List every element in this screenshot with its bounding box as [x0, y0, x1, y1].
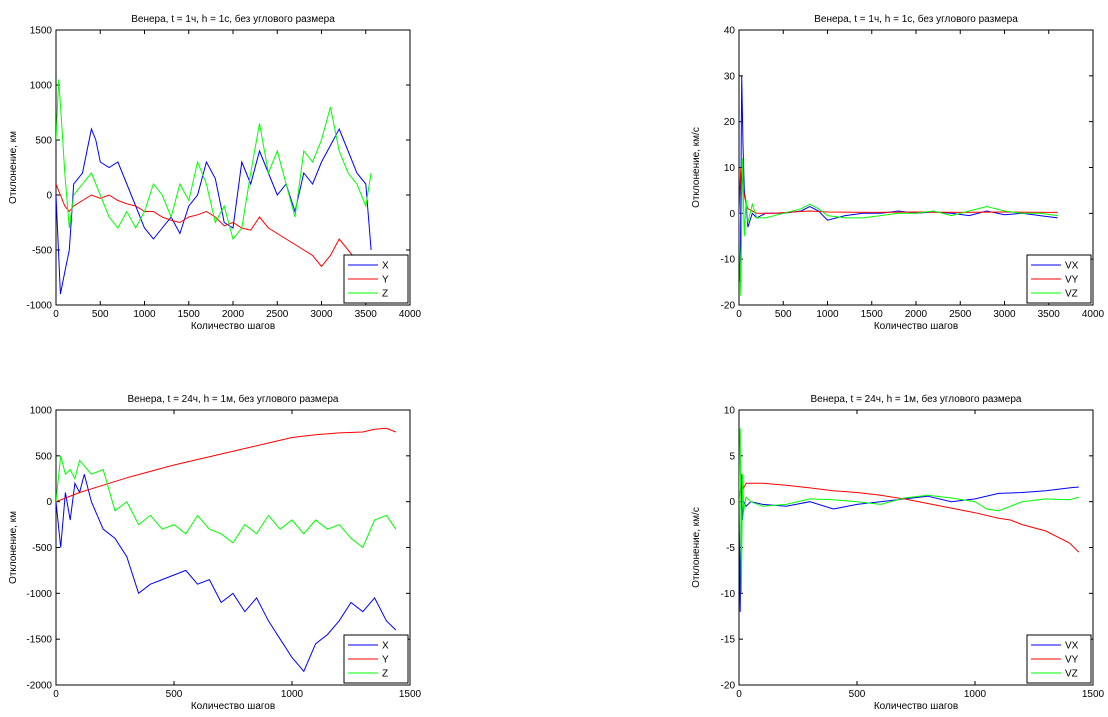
x-tick-label: 500: [849, 689, 866, 700]
y-tick-label: 0: [729, 209, 735, 220]
y-tick-label: -20: [721, 681, 736, 692]
y-tick-label: 40: [724, 26, 736, 37]
x-tick-label: 2500: [949, 309, 972, 320]
legend-label: VX: [1065, 641, 1079, 652]
chart-panel-4: 0 500 1000 1500 -20 -15 -10 -5 0 5 10 Венера, t = 2…: [691, 393, 1105, 712]
x-tick-label: 4000: [1082, 309, 1105, 320]
legend: XYZ: [343, 634, 409, 684]
x-tick-label: 3500: [355, 309, 378, 320]
y-tick-label: 1000: [30, 406, 53, 417]
y-tick-label: -10: [721, 589, 736, 600]
x-tick-label: 1000: [133, 309, 156, 320]
series-line-z: [56, 455, 397, 549]
x-tick-label: 0: [53, 309, 59, 320]
series-line-vx: [739, 474, 1079, 612]
x-axis-label: Количество шагов: [874, 321, 958, 332]
series-line-x: [56, 474, 397, 673]
y-tick-label: 10: [724, 163, 736, 174]
y-axis-label: Отклонение, км: [8, 131, 19, 204]
chart-title: Венера, t = 24ч, h = 1м, без углового ра…: [128, 393, 339, 405]
chart-panel-2: 0 500 1000 1500 2000 2500 3000 3500 4000 -20 -10 0 1…: [691, 13, 1105, 332]
y-tick-label: -500: [32, 246, 52, 257]
x-tick-label: 1000: [816, 309, 839, 320]
chart-title: Венера, t = 24ч, h = 1м, без углового ра…: [811, 393, 1022, 405]
x-tick-label: 2000: [905, 309, 928, 320]
x-tick-label: 1500: [1082, 689, 1105, 700]
series-line-x: [56, 127, 372, 295]
legend: XYZ: [343, 254, 409, 304]
y-tick-label: 30: [724, 71, 736, 82]
y-tick-label: 10: [724, 406, 736, 417]
x-tick-label: 2500: [266, 309, 289, 320]
y-tick-label: 0: [46, 497, 52, 508]
y-tick-label: 5: [729, 451, 735, 462]
x-tick-label: 4000: [399, 309, 422, 320]
legend-label: Y: [382, 275, 389, 286]
y-tick-label: -2000: [26, 681, 52, 692]
x-tick-label: 0: [53, 689, 59, 700]
y-tick-label: -500: [32, 543, 52, 554]
y-tick-label: -15: [721, 635, 736, 646]
legend: VX VY VZ: [1026, 634, 1092, 684]
y-tick-label: -20: [721, 301, 736, 312]
x-tick-label: 1000: [964, 689, 987, 700]
y-tick-label: 500: [35, 451, 52, 462]
series-line-z: [56, 79, 372, 241]
x-tick-label: 500: [92, 309, 109, 320]
y-tick-label: -1000: [26, 589, 52, 600]
series-line-y: [56, 427, 396, 503]
x-axis-label: Количество шагов: [874, 701, 958, 712]
x-tick-label: 1500: [861, 309, 884, 320]
y-tick-label: 0: [46, 191, 52, 202]
legend-label: Y: [382, 655, 389, 666]
legend: VX VY VZ: [1026, 254, 1092, 304]
y-axis-label: Отклонение, км/с: [691, 127, 702, 208]
x-tick-label: 3500: [1038, 309, 1061, 320]
series-line-vy: [739, 478, 1080, 553]
y-tick-label: 500: [35, 136, 52, 147]
legend-label: Z: [382, 669, 388, 680]
x-tick-label: 500: [775, 309, 792, 320]
x-axis-label: Количество шагов: [191, 321, 275, 332]
chart-panel-3: 0 500 1000 1500 -2000 -1500 -1000 -500 0 500 1000 В…: [8, 393, 422, 712]
series-line-vz: [739, 428, 1079, 594]
chart-title: Венера, t = 1ч, h = 1с, без углового раз…: [131, 13, 335, 25]
y-tick-label: -1000: [26, 301, 52, 312]
y-axis-label: Отклонение, км/с: [691, 507, 702, 588]
legend-label: VZ: [1065, 289, 1078, 300]
legend-label: X: [382, 641, 389, 652]
x-tick-label: 3000: [993, 309, 1016, 320]
legend-label: VZ: [1065, 669, 1078, 680]
chart-title: Венера, t = 1ч, h = 1с, без углового раз…: [814, 13, 1018, 25]
legend-label: VY: [1065, 655, 1079, 666]
series-line-vz: [739, 158, 1058, 296]
legend-label: X: [382, 261, 389, 272]
x-tick-label: 2000: [222, 309, 245, 320]
y-tick-label: -10: [721, 255, 736, 266]
y-tick-label: 0: [729, 497, 735, 508]
y-tick-label: 20: [724, 117, 736, 128]
y-axis-label: Отклонение, км: [8, 511, 19, 584]
x-tick-label: 0: [736, 689, 742, 700]
y-tick-label: -5: [726, 543, 735, 554]
x-tick-label: 3000: [310, 309, 333, 320]
x-tick-label: 500: [166, 689, 183, 700]
series-line-y: [56, 183, 372, 268]
x-axis-label: Количество шагов: [191, 701, 275, 712]
x-tick-label: 1000: [281, 689, 304, 700]
y-tick-label: 1500: [30, 26, 53, 37]
x-tick-label: 0: [736, 309, 742, 320]
x-tick-label: 1500: [178, 309, 201, 320]
legend-label: Z: [382, 289, 388, 300]
y-tick-label: 1000: [30, 81, 53, 92]
series-line-vy: [739, 167, 1058, 214]
legend-label: VX: [1065, 261, 1079, 272]
legend-label: VY: [1065, 275, 1079, 286]
y-tick-label: -1500: [26, 635, 52, 646]
chart-panel-1: 0 500 1000 1500 2000 2500 3000 3500 4000 -1000 -50…: [8, 13, 422, 332]
x-tick-label: 1500: [399, 689, 422, 700]
